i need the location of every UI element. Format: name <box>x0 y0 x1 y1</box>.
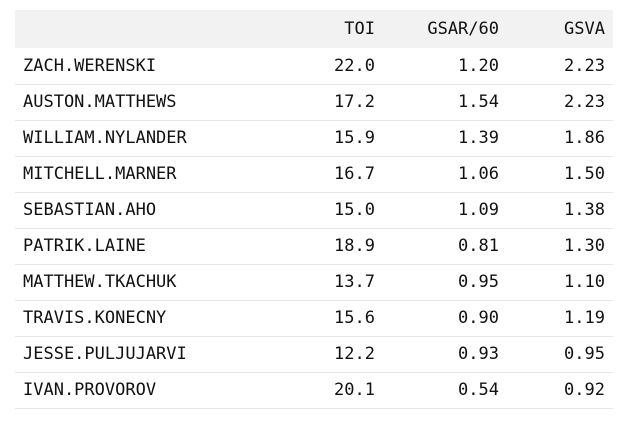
toi-value: 16.7 <box>334 164 375 184</box>
player-name: TRAVIS.KONECNY <box>23 308 167 328</box>
toi-value: 20.1 <box>334 380 375 400</box>
gsar60-value: 0.95 <box>458 272 499 292</box>
gsva-value: 0.95 <box>564 344 605 364</box>
table-body: ZACH.WERENSKI 22.0 1.20 2.23 AUSTON.MATT… <box>15 48 613 408</box>
gsar60-value: 0.81 <box>458 236 499 256</box>
gsva-value: 1.30 <box>564 236 605 256</box>
toi-value: 15.9 <box>334 128 375 148</box>
toi-value: 22.0 <box>334 55 375 76</box>
toi-value: 15.6 <box>334 308 375 328</box>
player-name: JESSE.PULJUJARVI <box>23 344 187 364</box>
header-toi: TOI <box>344 19 375 39</box>
gsar60-value: 1.39 <box>458 128 499 148</box>
gsar60-value: 1.06 <box>458 164 499 184</box>
header-gsva: GSVA <box>564 19 605 39</box>
toi-value: 17.2 <box>334 92 375 112</box>
gsar60-value: 0.90 <box>458 308 499 328</box>
gsar60-value: 1.54 <box>458 92 499 112</box>
table-row: WILLIAM.NYLANDER 15.9 1.39 1.86 <box>15 120 613 156</box>
stats-table-container: TOI GSAR/60 GSVA ZACH.WERENSKI 22.0 1.20… <box>15 10 613 409</box>
toi-value: 15.0 <box>334 200 375 220</box>
gsva-value: 2.23 <box>564 92 605 112</box>
table-header: TOI GSAR/60 GSVA <box>15 10 613 48</box>
player-name: WILLIAM.NYLANDER <box>23 128 187 148</box>
table-row: MITCHELL.MARNER 16.7 1.06 1.50 <box>15 156 613 192</box>
table-row: TRAVIS.KONECNY 15.6 0.90 1.19 <box>15 300 613 336</box>
player-name: MITCHELL.MARNER <box>23 164 177 184</box>
gsar60-value: 0.54 <box>458 380 499 400</box>
table-row: JESSE.PULJUJARVI 12.2 0.93 0.95 <box>15 336 613 372</box>
table-row: ZACH.WERENSKI 22.0 1.20 2.23 <box>15 48 613 84</box>
gsar60-value: 0.93 <box>458 344 499 364</box>
header-row: TOI GSAR/60 GSVA <box>15 10 613 48</box>
header-gsar60: GSAR/60 <box>427 19 499 39</box>
gsva-value: 1.86 <box>564 128 605 148</box>
toi-value: 13.7 <box>334 272 375 292</box>
table-row: MATTHEW.TKACHUK 13.7 0.95 1.10 <box>15 264 613 300</box>
table-row: SEBASTIAN.AHO 15.0 1.09 1.38 <box>15 192 613 228</box>
gsar60-value: 1.20 <box>458 55 499 76</box>
gsva-value: 1.19 <box>564 308 605 328</box>
table-row: IVAN.PROVOROV 20.1 0.54 0.92 <box>15 372 613 408</box>
gsva-value: 1.38 <box>564 200 605 220</box>
table-row: AUSTON.MATTHEWS 17.2 1.54 2.23 <box>15 84 613 120</box>
gsva-value: 0.92 <box>564 380 605 400</box>
header-player <box>15 10 283 48</box>
player-name: ZACH.WERENSKI <box>23 55 157 76</box>
player-name: SEBASTIAN.AHO <box>23 200 157 220</box>
player-name: IVAN.PROVOROV <box>23 380 157 400</box>
gsva-value: 1.50 <box>564 164 605 184</box>
player-name: MATTHEW.TKACHUK <box>23 272 177 292</box>
gsar60-value: 1.09 <box>458 200 499 220</box>
toi-value: 12.2 <box>334 344 375 364</box>
player-name: AUSTON.MATTHEWS <box>23 92 177 112</box>
gsva-value: 1.10 <box>564 272 605 292</box>
player-name: PATRIK.LAINE <box>23 236 146 256</box>
toi-value: 18.9 <box>334 236 375 256</box>
table-row: PATRIK.LAINE 18.9 0.81 1.30 <box>15 228 613 264</box>
gsva-value: 2.23 <box>564 55 605 76</box>
player-stats-table: TOI GSAR/60 GSVA ZACH.WERENSKI 22.0 1.20… <box>15 10 613 409</box>
